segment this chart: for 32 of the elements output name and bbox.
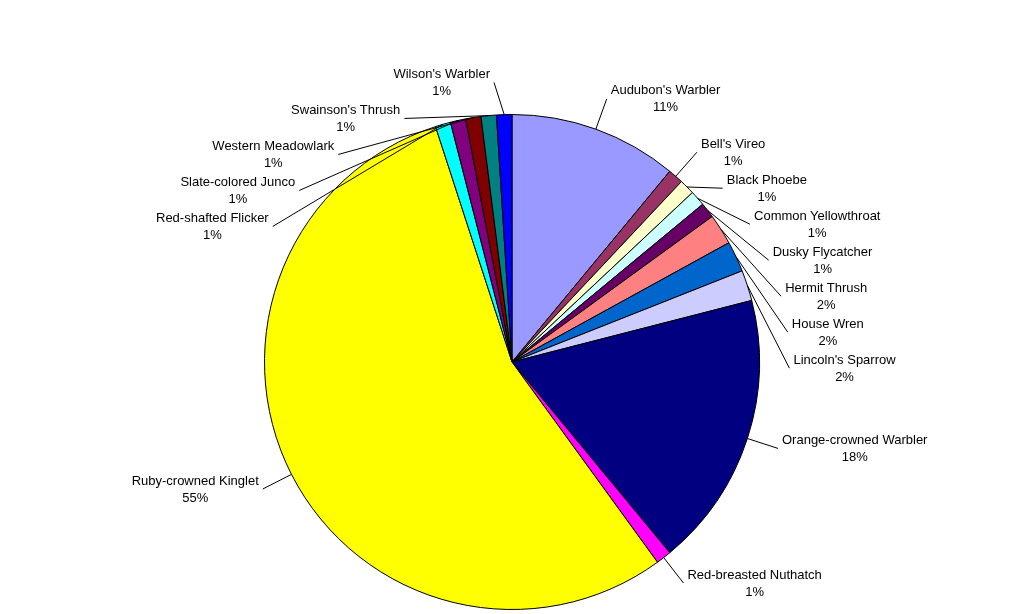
slice-label: Ruby-crowned Kinglet — [131, 472, 260, 488]
data-label: 1% — [202, 227, 223, 243]
slice-label: Red-breasted Nuthatch — [687, 566, 822, 582]
slice-label: Lincoln's Sparrow — [793, 351, 897, 367]
slice-label: Common Yellowthroat — [754, 207, 881, 223]
data-label: 2% — [816, 296, 837, 312]
data-label: 18% — [841, 449, 869, 464]
slice-label: Audubon's Warbler — [610, 82, 722, 98]
slice-label: Wilson's Warbler — [393, 66, 491, 82]
data-label: 55% — [182, 489, 209, 505]
data-label: 1% — [432, 83, 452, 99]
data-label: 1% — [807, 224, 828, 240]
slice-label: Black Phoebe — [726, 171, 807, 187]
data-label: 1% — [336, 119, 356, 135]
data-label: 1% — [228, 191, 248, 207]
data-label: 1% — [263, 155, 284, 171]
data-label: 1% — [813, 260, 833, 276]
data-label: 1% — [723, 152, 743, 168]
data-label: 1% — [757, 188, 777, 204]
slice-label: Slate-colored Junco — [180, 174, 296, 190]
slice-label: House Wren — [791, 315, 864, 331]
slice-label: Swainson's Thrush — [291, 102, 401, 118]
data-label: 11% — [653, 99, 679, 115]
slice-label: Dusky Flycatcher — [772, 243, 874, 259]
slice-label: Red-shafted Flicker — [155, 210, 270, 226]
slice-label: Orange-crowned Warbler — [781, 432, 929, 447]
data-label: 1% — [745, 583, 765, 599]
slice-label: Western Meadowlark — [212, 138, 335, 154]
data-label: 2% — [818, 332, 838, 348]
data-label: 2% — [835, 368, 855, 384]
slice-label: Hermit Thrush — [785, 279, 868, 295]
slice-label: Bell's Vireo — [700, 135, 766, 151]
